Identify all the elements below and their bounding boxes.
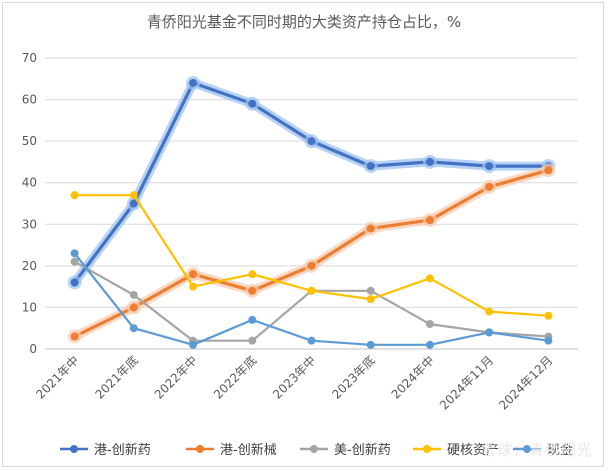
series-group <box>67 75 556 349</box>
data-point <box>248 99 257 108</box>
legend-label: 港-创新械 <box>220 442 277 458</box>
x-tick-label: 2024年11月 <box>437 353 496 412</box>
watermark: 雪球：青侨阳光 <box>480 441 593 459</box>
data-point <box>129 191 138 200</box>
data-point <box>485 307 494 316</box>
data-point <box>425 216 434 225</box>
y-axis: 0 10 20 30 40 50 60 70 <box>22 51 37 356</box>
data-point <box>189 282 198 291</box>
x-tick-label: 2021年中 <box>33 353 82 402</box>
legend-label: 硬核资产 <box>447 443 499 458</box>
legend-swatch-marker <box>70 445 78 453</box>
y-tick-label: 10 <box>22 300 37 314</box>
data-point <box>70 332 79 341</box>
data-point <box>485 162 494 171</box>
data-point <box>70 278 79 287</box>
legend-label: 港-创新药 <box>94 442 151 458</box>
data-point <box>129 303 138 312</box>
series-3 <box>70 191 553 320</box>
data-point <box>189 270 198 279</box>
data-point <box>248 336 257 345</box>
data-point <box>70 249 79 258</box>
y-tick-label: 0 <box>29 342 37 356</box>
legend-swatch-marker <box>310 445 318 453</box>
data-point <box>307 286 316 295</box>
data-point <box>307 261 316 270</box>
data-point <box>425 340 434 349</box>
data-point <box>485 182 494 191</box>
data-point <box>70 191 79 200</box>
x-tick-label: 2023年中 <box>269 353 318 402</box>
data-point <box>70 257 79 266</box>
data-point <box>425 274 434 283</box>
legend-label: 现金 <box>547 442 573 458</box>
data-point <box>366 286 375 295</box>
y-tick-label: 40 <box>22 176 37 190</box>
legend-swatch-marker <box>523 445 531 453</box>
data-point <box>129 199 138 208</box>
data-point <box>248 270 257 279</box>
data-point <box>485 328 494 337</box>
x-tick-label: 2021年底 <box>92 353 141 402</box>
data-point <box>248 315 257 324</box>
data-point <box>129 290 138 299</box>
legend-swatch-marker <box>423 445 431 453</box>
chart-frame: 青侨阳光基金不同时期的大类资产持仓占比，% 0 10 20 30 40 50 60 70 20… <box>2 2 604 467</box>
data-point <box>366 224 375 233</box>
y-tick-label: 70 <box>22 51 37 65</box>
x-tick-label: 2022年底 <box>210 353 259 402</box>
data-point <box>307 137 316 146</box>
x-tick-label: 2024年12月 <box>496 353 555 412</box>
x-axis: 2021年中 2021年底 2022年中 2022年底 2023年中 2023年底 2024… <box>33 353 556 413</box>
data-point <box>366 340 375 349</box>
data-point <box>248 286 257 295</box>
legend-swatch-marker <box>196 445 204 453</box>
series-line <box>73 168 549 338</box>
data-point <box>189 340 198 349</box>
line-chart: 青侨阳光基金不同时期的大类资产持仓占比，% 0 10 20 30 40 50 60 70 20… <box>22 13 578 458</box>
data-point <box>366 162 375 171</box>
legend: 港-创新药 港-创新械 美-创新药 硬核资产 现金 <box>60 442 573 458</box>
x-tick-label: 2024年中 <box>388 353 437 402</box>
legend-label: 美-创新药 <box>334 442 391 458</box>
x-tick-label: 2023年底 <box>329 353 378 402</box>
y-tick-label: 30 <box>22 217 37 231</box>
series-1 <box>67 163 556 344</box>
data-point <box>544 166 553 175</box>
x-tick-label: 2022年中 <box>151 353 200 402</box>
data-point <box>544 336 553 345</box>
y-tick-label: 60 <box>22 93 37 107</box>
data-point <box>425 320 434 329</box>
data-point <box>189 78 198 87</box>
y-tick-label: 50 <box>22 134 37 148</box>
data-point <box>425 157 434 166</box>
data-point <box>307 336 316 345</box>
y-tick-label: 20 <box>22 259 37 273</box>
series-4 <box>70 249 553 349</box>
gridlines <box>45 57 578 350</box>
data-point <box>544 311 553 320</box>
data-point <box>129 324 138 333</box>
data-point <box>366 295 375 304</box>
chart-title: 青侨阳光基金不同时期的大类资产持仓占比，% <box>147 13 461 31</box>
